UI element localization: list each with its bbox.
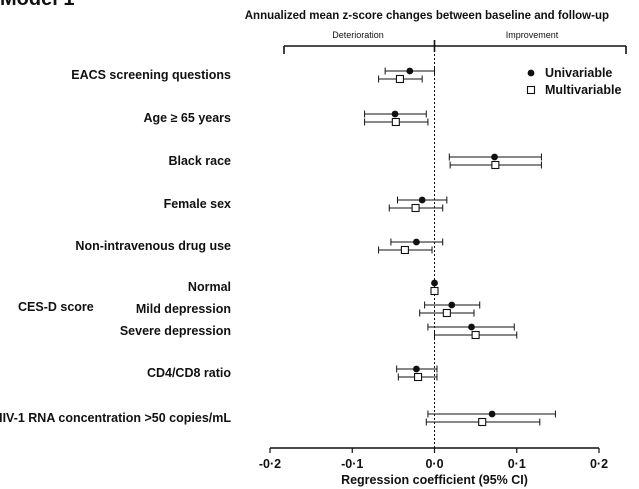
multivariable-point [391,117,400,127]
row-label: EACS screening questions [71,68,231,82]
multivariable-point [430,286,439,296]
x-tick-label: -0·2 [259,457,281,471]
row-label: Female sex [164,197,231,211]
x-tick-label: -0·1 [341,457,363,471]
univariable-point [413,365,420,373]
univariable-point [448,301,456,309]
multivariable-point [400,245,409,255]
legend-multivariable-marker [526,85,536,95]
univariable-point [491,153,498,161]
row-label: CD4/CD8 ratio [147,366,231,380]
univariable-point [413,238,420,246]
multivariable-point [395,74,405,84]
row-label: Normal [188,280,231,294]
x-tick-label: 0·2 [590,457,608,471]
multivariable-point [471,330,480,340]
x-tick-label: 0·1 [508,457,526,471]
multivariable-point [411,203,420,213]
x-axis-title: Regression coefficient (95% CI) [341,473,528,487]
row-label: Age ≥ 65 years [144,111,232,125]
multivariable-point [491,160,500,170]
deterioration-label: Deterioration [332,30,384,40]
legend-univariable-label: Univariable [545,66,612,80]
row-label: Mild depression [136,302,231,316]
multivariable-point [478,417,487,427]
legend-univariable-marker [527,69,535,77]
improvement-label: Improvement [506,30,559,40]
row-label: Black race [168,154,231,168]
x-tick-label: 0·0 [425,457,443,471]
univariable-point [468,323,475,331]
row-label: Non-intravenous drug use [75,239,231,253]
group-label: CES-D score [18,300,94,314]
chart-title: Annualized mean z-score changes between … [245,10,609,22]
univariable-point [488,410,496,418]
univariable-point [418,196,426,204]
row-label: HIV-1 RNA concentration >50 copies/mL [0,411,231,425]
legend-multivariable-label: Multivariable [545,83,621,97]
multivariable-point [413,372,423,382]
univariable-point [406,67,414,75]
univariable-point [431,279,438,287]
model-label: Model 1 [0,0,74,11]
row-label: Severe depression [120,324,231,338]
multivariable-point [442,308,451,318]
univariable-point [391,110,399,118]
